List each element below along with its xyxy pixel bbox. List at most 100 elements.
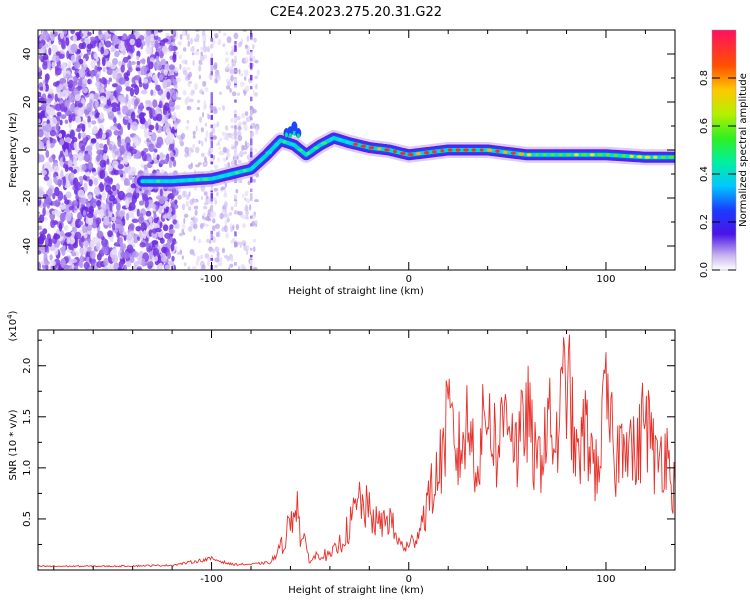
noise-blob — [63, 142, 70, 152]
noise-blob — [158, 194, 165, 205]
noise-blob — [46, 97, 52, 104]
noise-blob — [107, 165, 114, 172]
noise-blob — [59, 204, 66, 210]
noise-blob — [111, 102, 118, 109]
noise-blob — [253, 246, 256, 253]
noise-streak — [234, 78, 237, 84]
noise-blob — [149, 107, 153, 118]
noise-blob — [178, 42, 182, 46]
noise-blob — [243, 245, 248, 252]
noise-blob — [149, 33, 155, 39]
noise-blob — [244, 57, 249, 64]
noise-blob — [126, 142, 131, 152]
noise-blob — [99, 169, 106, 180]
noise-blob — [213, 164, 219, 170]
noise-blob — [96, 154, 101, 162]
noise-blob — [235, 224, 240, 230]
noise-blob — [237, 159, 242, 164]
noise-blob — [154, 40, 159, 49]
noise-blob — [68, 166, 74, 171]
noise-blob — [101, 245, 109, 254]
noise-blob — [95, 217, 102, 225]
noise-blob — [81, 84, 86, 91]
spectrogram-content — [38, 30, 675, 270]
noise-blob — [226, 255, 230, 262]
noise-streak — [210, 114, 213, 120]
noise-blob — [38, 129, 44, 138]
noise-blob — [185, 200, 190, 207]
ridge-peak — [384, 148, 390, 152]
noise-blob — [109, 202, 113, 212]
noise-blob — [224, 125, 229, 131]
noise-blob — [158, 100, 163, 108]
noise-blob — [201, 140, 204, 147]
noise-blob — [201, 215, 205, 220]
noise-blob — [131, 218, 139, 223]
noise-blob — [113, 117, 117, 124]
noise-blob — [187, 266, 191, 270]
noise-blob — [128, 99, 132, 109]
noise-blob — [107, 230, 113, 238]
noise-blob — [92, 171, 98, 177]
noise-blob — [126, 244, 134, 253]
ridge-peak — [377, 147, 382, 151]
noise-blob — [96, 261, 103, 268]
ridge-peak — [581, 153, 588, 157]
noise-streak — [234, 262, 237, 266]
noise-blob — [252, 131, 255, 137]
noise-streak — [210, 60, 213, 66]
noise-streak — [234, 231, 237, 237]
noise-blob — [246, 50, 251, 55]
noise-blob — [65, 37, 70, 47]
noise-blob — [79, 254, 84, 264]
noise-streak — [234, 204, 237, 207]
noise-blob — [87, 31, 92, 36]
noise-blob — [49, 129, 56, 137]
noise-blob — [116, 110, 121, 116]
noise-blob — [58, 53, 65, 59]
noise-blob — [105, 132, 110, 138]
noise-blob — [80, 33, 84, 38]
noise-blob — [92, 198, 97, 203]
noise-blob — [38, 112, 45, 118]
noise-blob — [68, 237, 76, 245]
noise-streak — [250, 193, 253, 200]
noise-blob — [155, 204, 159, 210]
noise-blob — [106, 136, 110, 146]
noise-streak — [210, 37, 213, 42]
noise-blob — [222, 105, 225, 111]
noise-blob — [132, 177, 136, 185]
noise-blob — [229, 88, 232, 93]
noise-blob — [58, 82, 64, 90]
snr-trace — [38, 334, 675, 568]
noise-blob — [203, 99, 206, 105]
ridge-spike — [288, 133, 292, 138]
noise-blob — [90, 36, 96, 41]
noise-blob — [46, 119, 50, 125]
noise-blob — [123, 264, 128, 270]
noise-blob — [54, 103, 62, 111]
noise-blob — [53, 31, 58, 37]
noise-blob — [183, 217, 186, 224]
noise-streak — [234, 125, 237, 130]
noise-blob — [221, 186, 226, 191]
noise-blob — [143, 164, 148, 171]
snr-frame — [37, 329, 676, 571]
noise-blob — [78, 152, 83, 162]
noise-blob — [194, 83, 198, 91]
noise-streak — [234, 147, 237, 154]
noise-blob — [86, 102, 93, 112]
ridge-peak — [574, 153, 579, 157]
noise-streak — [250, 109, 253, 115]
noise-blob — [218, 107, 221, 111]
ridge-peak — [597, 153, 603, 157]
ridge-peak — [589, 153, 595, 157]
spectrogram-noise — [38, 30, 260, 270]
noise-streak — [210, 237, 213, 240]
noise-blob — [212, 123, 218, 129]
noise-blob — [77, 107, 84, 117]
noise-blob — [58, 133, 63, 139]
noise-streak — [234, 109, 237, 114]
noise-blob — [133, 238, 138, 244]
noise-blob — [242, 120, 247, 126]
